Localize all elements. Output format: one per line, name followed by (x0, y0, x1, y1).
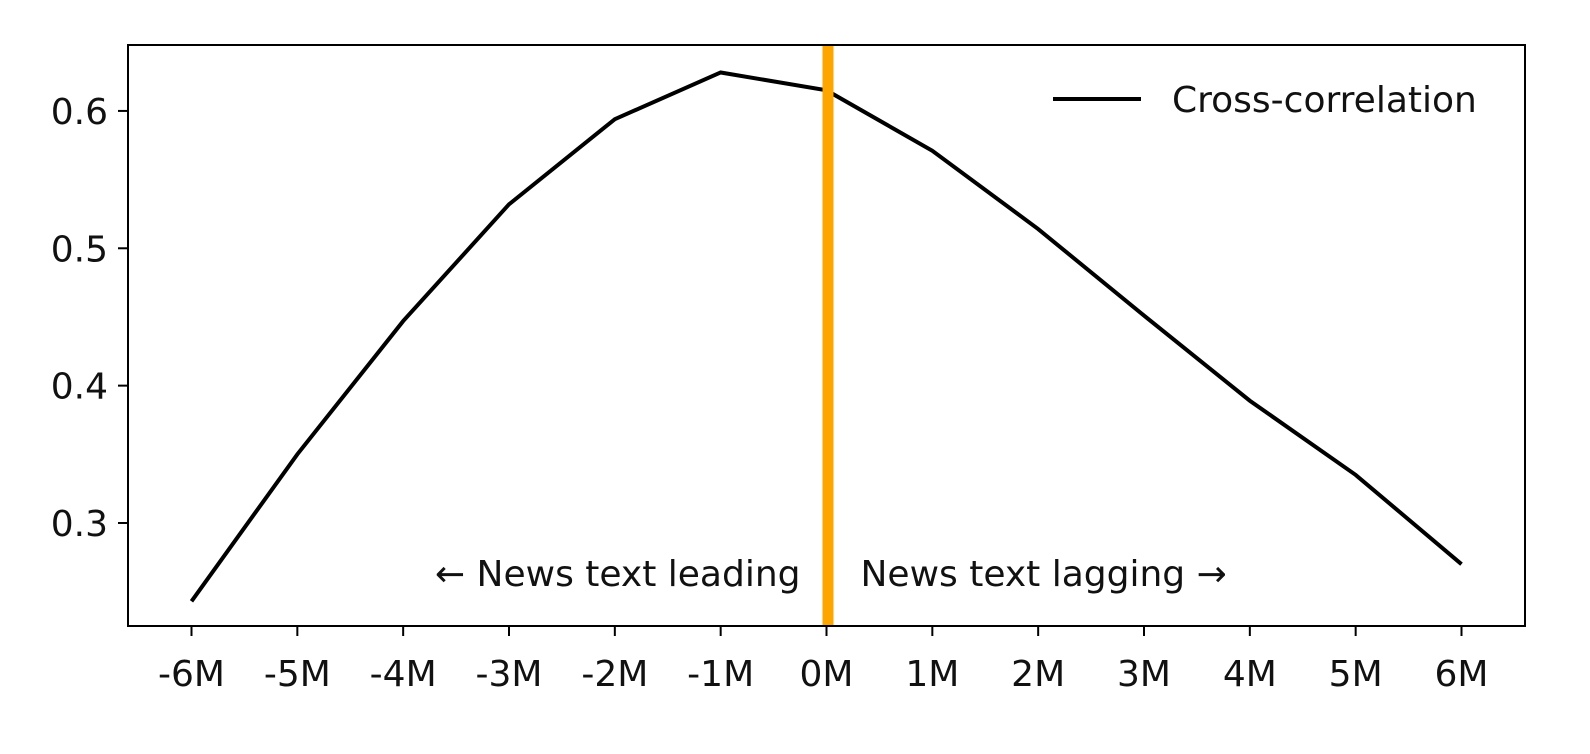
y-tick-label: 0.6 (51, 92, 108, 133)
x-tick-label: 5M (1329, 654, 1383, 695)
x-tick-label: -4M (370, 654, 437, 695)
plot-layer (191, 45, 1461, 626)
y-tick-label: 0.5 (51, 229, 108, 270)
x-axis: -6M -5M -4M -3M -2M -1M 0M 1M 2M 3M 4M 5M 6M (158, 626, 1488, 695)
x-tick-label: 4M (1223, 654, 1277, 695)
x-tick-label: 2M (1011, 654, 1065, 695)
x-tick-label: 3M (1117, 654, 1171, 695)
x-tick-label: 6M (1435, 654, 1489, 695)
y-tick-label: 0.4 (51, 367, 108, 408)
x-tick-label: -2M (581, 654, 648, 695)
x-tick-label: 1M (905, 654, 959, 695)
legend: Cross-correlation (1053, 80, 1477, 121)
x-tick-label: -3M (476, 654, 543, 695)
y-axis: 0.3 0.4 0.5 0.6 (51, 92, 128, 545)
annotation-news-leading: ← News text leading (435, 554, 801, 595)
x-tick-label: -1M (687, 654, 754, 695)
legend-label: Cross-correlation (1172, 80, 1477, 121)
x-tick-label: -6M (158, 654, 225, 695)
x-tick-label: 0M (800, 654, 854, 695)
x-tick-label: -5M (264, 654, 331, 695)
y-tick-label: 0.3 (51, 504, 108, 545)
annotation-news-lagging: News text lagging → (861, 554, 1227, 595)
